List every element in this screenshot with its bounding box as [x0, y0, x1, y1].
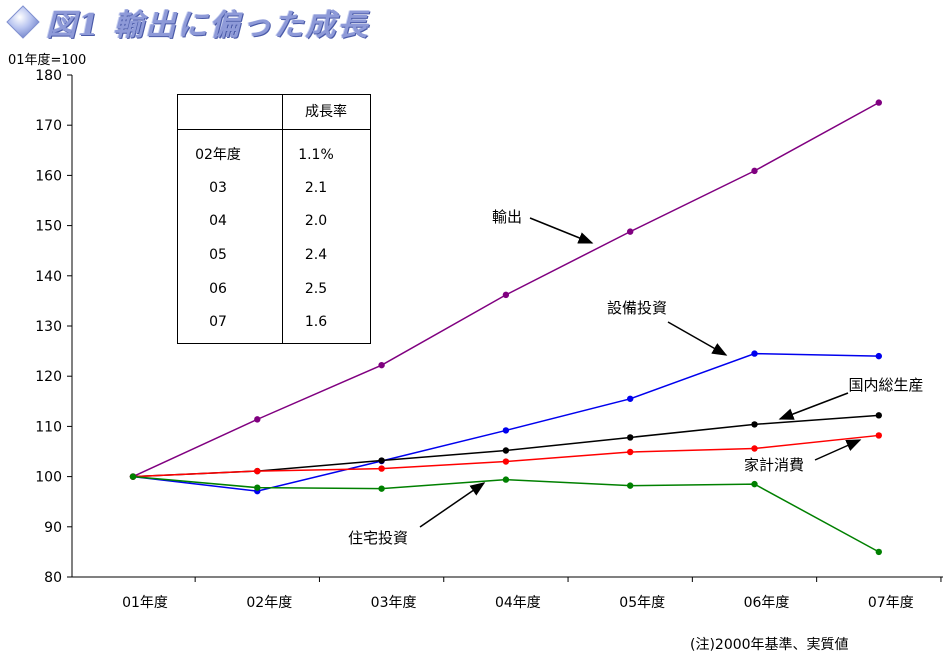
data-point	[627, 434, 634, 441]
data-point	[875, 548, 882, 556]
table-cell-rate: 1.1%	[298, 147, 334, 163]
data-point	[378, 465, 385, 472]
data-point	[378, 457, 385, 464]
data-point	[254, 416, 261, 423]
table-cell-rate: 2.1	[304, 180, 328, 196]
y-tick-label: 120	[35, 369, 62, 385]
data-point	[254, 484, 261, 491]
data-point	[627, 395, 634, 402]
data-point	[627, 228, 634, 235]
x-tick-label: 06年度	[744, 595, 790, 611]
data-point	[751, 167, 758, 175]
table-cell-year: 03	[209, 180, 227, 196]
series-label: 家計消費	[744, 456, 804, 474]
data-point	[751, 421, 758, 428]
x-tick-label: 01年度	[122, 595, 168, 611]
table-divider	[282, 95, 283, 343]
x-tick-label: 05年度	[619, 595, 665, 611]
table-header: 成長率	[305, 104, 347, 120]
data-point	[751, 445, 758, 452]
y-tick-label: 170	[35, 118, 62, 134]
y-tick-label: 90	[44, 520, 62, 536]
series-label: 設備投資	[607, 299, 667, 317]
footnote: (注)2000年基準、実質値	[690, 637, 849, 653]
y-tick-label: 160	[35, 168, 62, 184]
x-tick-label: 04年度	[495, 595, 541, 611]
chart-title: 図1 輸出に偏った成長	[4, 2, 370, 43]
series-label: 国内総生産	[848, 376, 923, 394]
y-tick-label: 150	[35, 219, 62, 235]
data-point	[378, 361, 385, 369]
growth-rate-table: 成長率 02年度 1.1% 03 2.1 04 2.0 05 2.4 06 2.…	[177, 94, 371, 344]
table-row: 04 2.0	[178, 205, 370, 238]
table-cell-rate: 2.0	[304, 213, 328, 229]
table-cell-rate: 2.4	[304, 247, 328, 263]
table-cell-year: 05	[209, 247, 227, 263]
table-cell-year: 06	[209, 281, 227, 297]
y-tick-label: 100	[35, 470, 62, 486]
data-point	[875, 99, 882, 106]
x-tick-label: 03年度	[371, 595, 417, 611]
chart-series	[129, 99, 882, 556]
label-arrow	[667, 321, 728, 356]
data-point	[502, 476, 510, 483]
data-point	[502, 291, 510, 299]
x-tick-label: 07年度	[868, 595, 914, 611]
label-arrow	[529, 217, 594, 244]
x-tick-label: 02年度	[246, 595, 292, 611]
data-point	[751, 350, 758, 357]
label-arrow	[814, 439, 862, 461]
label-arrow	[419, 482, 486, 528]
table-cell-rate: 2.5	[304, 281, 328, 297]
y-tick-label: 130	[35, 319, 62, 335]
series-line	[132, 475, 880, 553]
table-cell-year: 04	[209, 213, 227, 229]
table-cell-rate: 1.6	[304, 314, 328, 330]
data-point	[129, 473, 137, 480]
data-point	[627, 448, 634, 456]
data-point	[875, 432, 882, 439]
data-point	[875, 352, 882, 360]
data-point	[378, 485, 385, 492]
table-divider	[178, 129, 370, 130]
title-text: 図1 輸出に偏った成長	[46, 8, 370, 43]
data-point	[502, 458, 510, 465]
data-point	[627, 482, 634, 489]
data-point	[254, 467, 261, 475]
y-axis-unit-label: 01年度=100	[8, 53, 87, 68]
table-row: 06 2.5	[178, 273, 370, 306]
data-point	[875, 412, 882, 419]
data-point	[502, 427, 510, 434]
series-label: 住宅投資	[348, 529, 408, 547]
table-row: 03 2.1	[178, 172, 370, 205]
diamond-icon	[6, 5, 40, 39]
table-cell-year: 02年度	[195, 147, 241, 163]
data-point	[751, 480, 758, 488]
label-arrow	[778, 392, 849, 420]
y-tick-label: 140	[35, 269, 62, 285]
table-row: 05 2.4	[178, 239, 370, 272]
series-label: 輸出	[492, 208, 522, 226]
data-point	[502, 447, 510, 454]
y-tick-label: 80	[44, 570, 62, 586]
y-tick-label: 180	[35, 68, 62, 84]
table-row: 07 1.6	[178, 306, 370, 339]
y-tick-label: 110	[35, 419, 62, 435]
table-row: 02年度 1.1%	[178, 139, 370, 172]
table-cell-year: 07	[209, 314, 227, 330]
